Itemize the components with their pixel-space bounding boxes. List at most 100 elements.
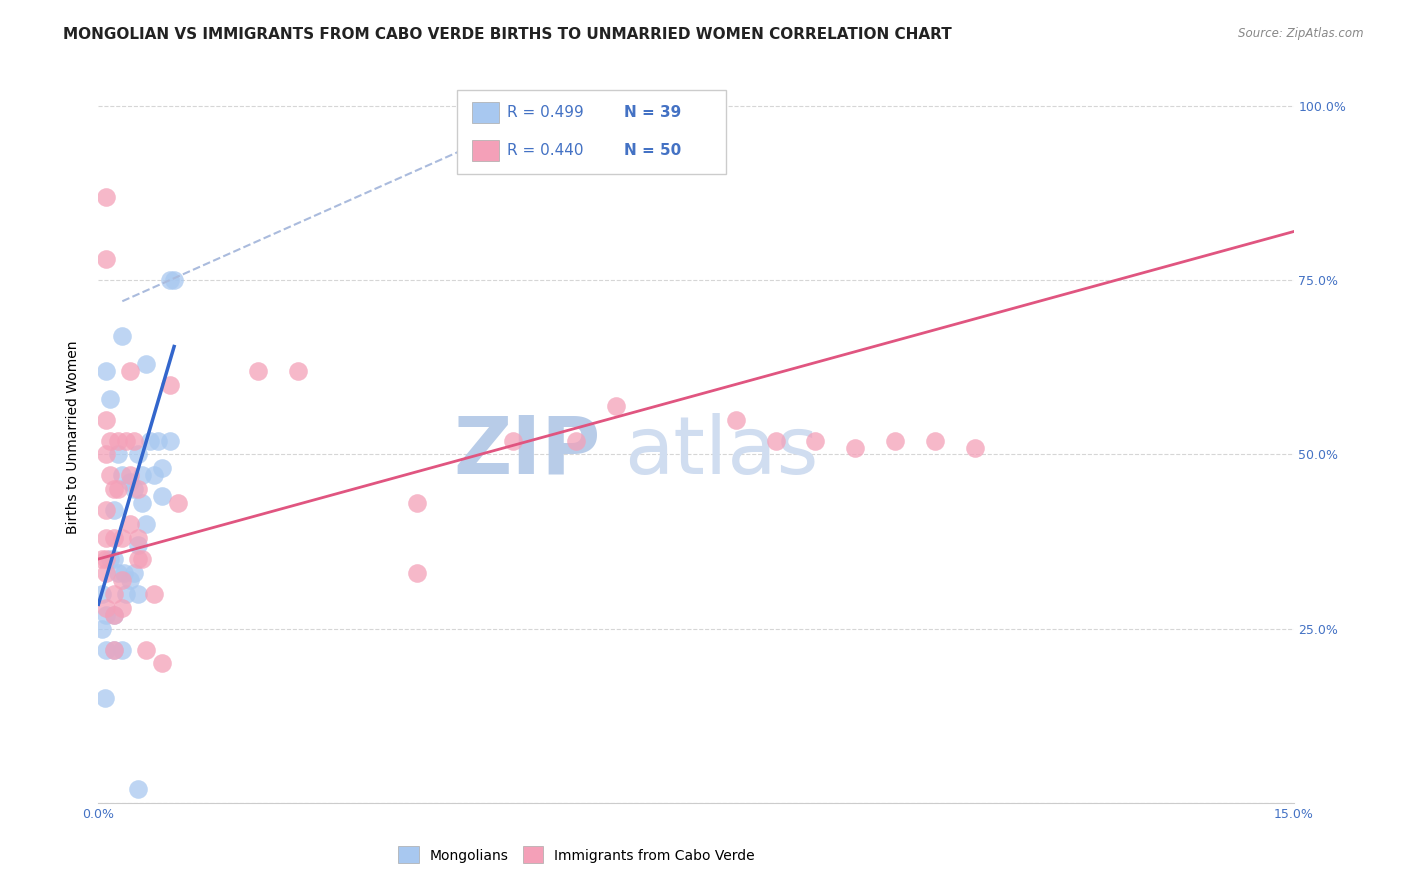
- Point: [924, 434, 946, 448]
- Y-axis label: Births to Unmarried Women: Births to Unmarried Women: [66, 341, 80, 533]
- Legend: Mongolians, Immigrants from Cabo Verde: Mongolians, Immigrants from Cabo Verde: [392, 841, 761, 869]
- Point: [163, 273, 186, 287]
- Point: [96, 607, 118, 622]
- Point: [103, 587, 125, 601]
- Point: [111, 531, 134, 545]
- Text: Source: ZipAtlas.com: Source: ZipAtlas.com: [1239, 27, 1364, 40]
- Point: [96, 448, 118, 462]
- Point: [111, 642, 134, 657]
- Point: [98, 552, 122, 566]
- Point: [94, 691, 117, 706]
- Point: [111, 468, 134, 483]
- Point: [103, 607, 125, 622]
- Point: [115, 587, 138, 601]
- Point: [565, 434, 588, 448]
- Text: atlas: atlas: [624, 413, 818, 491]
- Point: [96, 552, 118, 566]
- Point: [127, 538, 149, 552]
- Text: R = 0.499: R = 0.499: [508, 105, 583, 120]
- Text: R = 0.440: R = 0.440: [508, 144, 583, 159]
- Point: [124, 483, 146, 497]
- FancyBboxPatch shape: [472, 140, 499, 161]
- Point: [120, 364, 142, 378]
- Point: [103, 642, 125, 657]
- Point: [765, 434, 787, 448]
- Point: [131, 552, 153, 566]
- Point: [112, 566, 135, 580]
- Point: [115, 434, 138, 448]
- Point: [804, 434, 827, 448]
- Point: [605, 399, 627, 413]
- Point: [111, 573, 134, 587]
- Point: [167, 496, 190, 510]
- Point: [98, 468, 122, 483]
- Point: [103, 607, 125, 622]
- Point: [135, 357, 157, 371]
- Point: [150, 461, 173, 475]
- Point: [502, 434, 524, 448]
- Point: [103, 552, 125, 566]
- Point: [96, 600, 118, 615]
- Point: [103, 642, 125, 657]
- Point: [91, 552, 114, 566]
- Point: [127, 781, 149, 796]
- Point: [724, 412, 747, 426]
- Text: MONGOLIAN VS IMMIGRANTS FROM CABO VERDE BIRTHS TO UNMARRIED WOMEN CORRELATION CH: MONGOLIAN VS IMMIGRANTS FROM CABO VERDE …: [63, 27, 952, 42]
- Point: [98, 434, 122, 448]
- Point: [91, 622, 114, 636]
- Point: [143, 468, 166, 483]
- Point: [120, 475, 142, 490]
- Point: [287, 364, 309, 378]
- Point: [107, 566, 129, 580]
- Point: [963, 441, 986, 455]
- Point: [96, 364, 118, 378]
- Point: [96, 566, 118, 580]
- Point: [131, 496, 153, 510]
- Point: [127, 448, 149, 462]
- Point: [96, 252, 118, 267]
- Point: [131, 468, 153, 483]
- Point: [120, 517, 142, 532]
- Point: [159, 434, 181, 448]
- Point: [103, 483, 125, 497]
- Point: [98, 392, 122, 406]
- Point: [91, 587, 114, 601]
- Point: [107, 434, 129, 448]
- Text: N = 50: N = 50: [624, 144, 682, 159]
- Point: [159, 273, 181, 287]
- Point: [148, 434, 170, 448]
- Point: [96, 190, 118, 204]
- FancyBboxPatch shape: [457, 90, 725, 174]
- Point: [107, 448, 129, 462]
- Point: [96, 503, 118, 517]
- Point: [246, 364, 269, 378]
- Point: [124, 566, 146, 580]
- Point: [150, 657, 173, 671]
- Point: [111, 329, 134, 343]
- Point: [111, 600, 134, 615]
- Point: [135, 642, 157, 657]
- Point: [120, 573, 142, 587]
- Point: [406, 496, 429, 510]
- Point: [127, 483, 149, 497]
- Point: [96, 642, 118, 657]
- Point: [150, 489, 173, 503]
- Point: [127, 587, 149, 601]
- Point: [127, 531, 149, 545]
- Text: ZIP: ZIP: [453, 413, 600, 491]
- Point: [884, 434, 907, 448]
- Point: [107, 483, 129, 497]
- Point: [103, 531, 125, 545]
- Point: [96, 412, 118, 426]
- FancyBboxPatch shape: [472, 102, 499, 123]
- Point: [127, 552, 149, 566]
- Point: [159, 377, 181, 392]
- Point: [844, 441, 866, 455]
- Text: N = 39: N = 39: [624, 105, 682, 120]
- Point: [143, 587, 166, 601]
- Point: [135, 517, 157, 532]
- Point: [120, 468, 142, 483]
- Point: [406, 566, 429, 580]
- Point: [139, 434, 162, 448]
- Point: [96, 531, 118, 545]
